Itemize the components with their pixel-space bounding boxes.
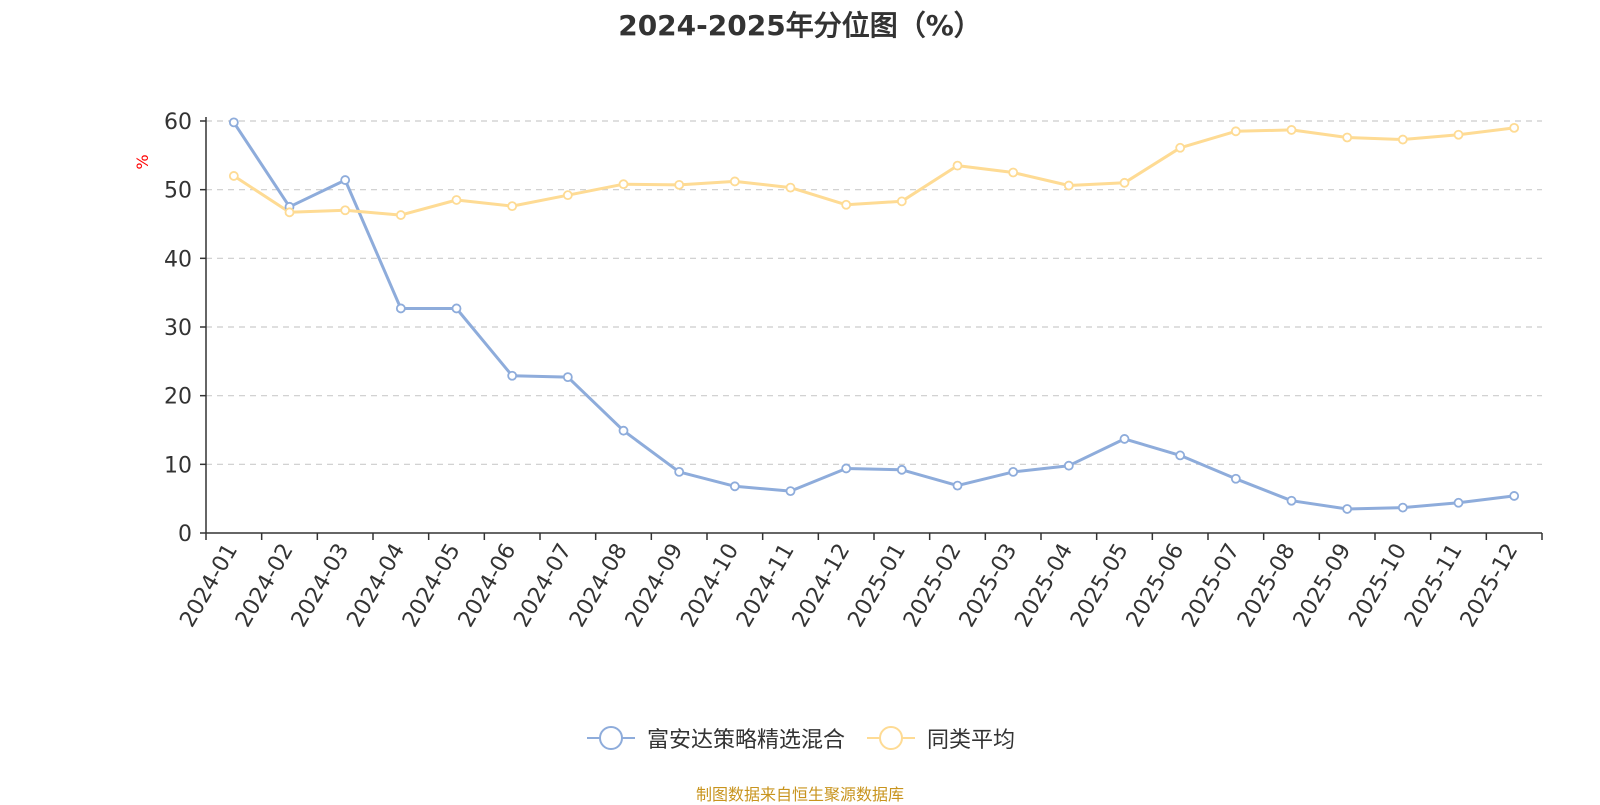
y-tick-label-30: 30 <box>164 316 192 341</box>
data-point-s0-2025-11 <box>1453 497 1464 508</box>
data-point-s0-2025-02 <box>952 480 963 491</box>
data-source-note: 制图数据来自恒生聚源数据库 <box>695 785 904 804</box>
data-point-s0-2025-09 <box>1342 504 1353 514</box>
legend-label-secondary: 同类平均 <box>927 728 1016 753</box>
data-point-s0-2025-05 <box>1119 434 1130 444</box>
data-point-s0-2025-07 <box>1230 473 1241 484</box>
grid-lines <box>206 120 1542 465</box>
data-point-s1-2024-10 <box>729 176 740 187</box>
legend-label-primary: 富安达策略精选混合 <box>646 728 845 753</box>
legend-item-primary[interactable]: 富安达策略精选混合 <box>585 722 845 754</box>
y-axis-label: % <box>133 154 152 169</box>
data-point-s0-2025-10 <box>1397 502 1408 513</box>
series-lines <box>228 117 1520 514</box>
data-point-s0-2025-08 <box>1286 495 1297 506</box>
data-point-s0-2024-01 <box>228 117 239 128</box>
data-point-s1-2025-09 <box>1342 132 1353 143</box>
data-point-s1-2024-08 <box>618 179 629 190</box>
data-point-s0-2024-12 <box>841 463 852 474</box>
data-point-s0-2024-04 <box>395 303 406 314</box>
y-tick-label-10: 10 <box>164 453 192 478</box>
data-point-s0-2024-09 <box>674 466 685 477</box>
y-tick-label-0: 0 <box>178 522 192 547</box>
data-point-s0-2025-01 <box>896 464 907 475</box>
data-point-s1-2024-12 <box>841 199 852 210</box>
data-point-s1-2025-01 <box>896 196 907 207</box>
data-point-s1-2024-04 <box>395 210 406 220</box>
data-point-s0-2024-07 <box>562 372 573 383</box>
data-point-s0-2024-10 <box>729 481 740 492</box>
legend-marker-secondary-icon <box>867 726 915 750</box>
data-point-s1-2024-03 <box>340 205 351 216</box>
data-point-s1-2025-06 <box>1175 142 1186 153</box>
y-tick-label-40: 40 <box>164 247 192 272</box>
data-point-s0-2024-06 <box>507 370 518 381</box>
data-point-s0-2024-05 <box>451 303 462 314</box>
data-point-s0-2024-08 <box>618 425 629 436</box>
legend: 富安达策略精选混合 同类平均 <box>0 722 1600 754</box>
data-point-s1-2024-11 <box>785 182 796 193</box>
data-point-s1-2024-05 <box>451 195 462 205</box>
data-point-s1-2025-12 <box>1509 122 1520 133</box>
chart-title: 2024-2025年分位图（%） <box>618 9 982 42</box>
y-tick-label-60: 60 <box>164 110 192 135</box>
data-point-s1-2024-01 <box>228 171 239 181</box>
data-point-s1-2025-05 <box>1119 177 1130 188</box>
data-point-s1-2025-02 <box>952 160 963 171</box>
data-point-s0-2024-11 <box>785 486 796 497</box>
data-point-s1-2024-06 <box>507 201 518 212</box>
y-tick-label-20: 20 <box>164 385 192 410</box>
data-point-s0-2024-03 <box>340 175 351 185</box>
data-point-s1-2025-07 <box>1230 126 1241 137</box>
data-point-s1-2025-03 <box>1008 167 1019 178</box>
data-point-s1-2024-02 <box>284 207 295 218</box>
data-point-s1-2025-10 <box>1397 134 1408 145</box>
data-point-s1-2025-11 <box>1453 129 1464 140</box>
data-point-s0-2025-06 <box>1175 450 1186 461</box>
y-tick-label-50: 50 <box>164 179 192 204</box>
data-point-s1-2024-07 <box>562 190 573 201</box>
data-point-s1-2025-08 <box>1286 125 1297 135</box>
axes: 01020304050602024-012024-022024-032024-0… <box>164 110 1543 632</box>
legend-marker-primary-icon <box>586 726 635 750</box>
data-point-s0-2025-04 <box>1063 460 1074 471</box>
data-point-s0-2025-03 <box>1008 466 1019 477</box>
data-point-s1-2024-09 <box>674 179 685 190</box>
legend-item-secondary[interactable]: 同类平均 <box>865 722 1015 754</box>
series-line-0 <box>232 121 1515 511</box>
data-point-s1-2025-04 <box>1063 180 1074 191</box>
data-point-s0-2025-12 <box>1509 491 1520 501</box>
series-line-1 <box>232 126 1515 217</box>
